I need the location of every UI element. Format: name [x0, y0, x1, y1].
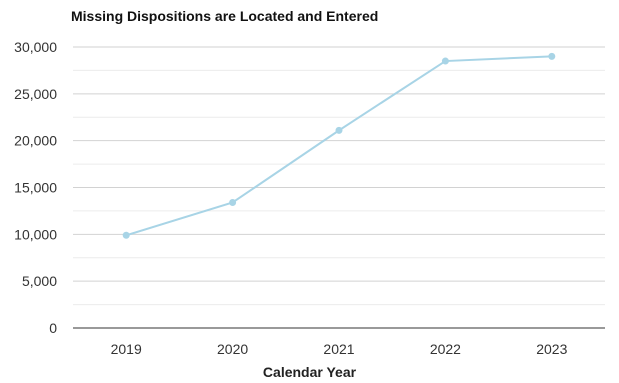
data-point	[335, 126, 343, 134]
x-axis-title: Calendar Year	[262, 364, 357, 380]
chart-title: Missing Dispositions are Located and Ent…	[71, 8, 379, 24]
y-tick-label: 25,000	[14, 86, 57, 102]
y-tick-label: 10,000	[14, 226, 57, 242]
data-point	[441, 57, 449, 65]
x-tick-label: 2019	[111, 341, 142, 357]
data-point	[122, 231, 130, 239]
y-tick-label: 30,000	[14, 39, 57, 55]
y-tick-label: 0	[49, 320, 57, 336]
data-point	[548, 52, 556, 60]
x-tick-label: 2022	[430, 341, 461, 357]
x-tick-label: 2021	[323, 341, 354, 357]
y-tick-label: 5,000	[22, 273, 57, 289]
x-tick-label: 2023	[536, 341, 567, 357]
y-tick-label: 15,000	[14, 180, 57, 196]
data-point	[229, 198, 237, 206]
x-tick-label: 2020	[217, 341, 248, 357]
series-line	[125, 55, 552, 237]
y-tick-label: 20,000	[14, 133, 57, 149]
